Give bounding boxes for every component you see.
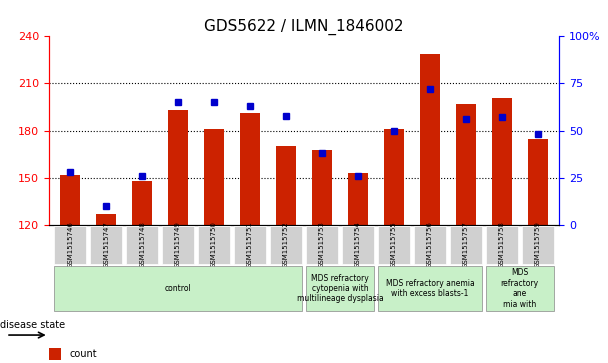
FancyBboxPatch shape bbox=[522, 226, 554, 264]
Text: GSM1515753: GSM1515753 bbox=[319, 221, 325, 269]
Title: GDS5622 / ILMN_1846002: GDS5622 / ILMN_1846002 bbox=[204, 19, 404, 35]
FancyBboxPatch shape bbox=[234, 226, 266, 264]
Text: GSM1515752: GSM1515752 bbox=[283, 222, 289, 268]
Text: GSM1515754: GSM1515754 bbox=[355, 222, 361, 268]
FancyBboxPatch shape bbox=[54, 266, 302, 311]
FancyBboxPatch shape bbox=[450, 226, 482, 264]
Bar bbox=[49, 348, 61, 360]
Bar bbox=[456, 104, 475, 363]
Text: disease state: disease state bbox=[0, 320, 65, 330]
Bar bbox=[348, 173, 368, 363]
FancyBboxPatch shape bbox=[378, 266, 482, 311]
Text: GSM1515757: GSM1515757 bbox=[463, 221, 469, 269]
FancyBboxPatch shape bbox=[126, 226, 158, 264]
Text: GSM1515749: GSM1515749 bbox=[175, 221, 181, 269]
Bar bbox=[96, 214, 116, 363]
FancyBboxPatch shape bbox=[306, 226, 338, 264]
Bar bbox=[528, 139, 548, 363]
Bar bbox=[240, 113, 260, 363]
Text: control: control bbox=[165, 284, 192, 293]
FancyBboxPatch shape bbox=[342, 226, 374, 264]
FancyBboxPatch shape bbox=[54, 226, 86, 264]
FancyBboxPatch shape bbox=[486, 266, 554, 311]
Text: MDS refractory
cytopenia with
multilineage dysplasia: MDS refractory cytopenia with multilinea… bbox=[297, 274, 383, 303]
FancyBboxPatch shape bbox=[162, 226, 195, 264]
Bar bbox=[384, 129, 404, 363]
Text: count: count bbox=[70, 349, 97, 359]
FancyBboxPatch shape bbox=[378, 226, 410, 264]
Bar bbox=[420, 54, 440, 363]
Bar bbox=[276, 146, 296, 363]
Text: GSM1515756: GSM1515756 bbox=[427, 221, 433, 269]
Text: GSM1515751: GSM1515751 bbox=[247, 221, 253, 269]
Bar bbox=[312, 150, 332, 363]
Text: GSM1515750: GSM1515750 bbox=[211, 221, 217, 269]
FancyBboxPatch shape bbox=[90, 226, 122, 264]
Bar bbox=[204, 129, 224, 363]
FancyBboxPatch shape bbox=[306, 266, 374, 311]
Bar bbox=[133, 181, 152, 363]
Text: MDS
refractory
ane
mia with: MDS refractory ane mia with bbox=[501, 269, 539, 309]
Text: GSM1515748: GSM1515748 bbox=[139, 221, 145, 269]
Text: GSM1515755: GSM1515755 bbox=[391, 222, 397, 268]
Text: GSM1515746: GSM1515746 bbox=[67, 221, 73, 269]
Text: MDS refractory anemia
with excess blasts-1: MDS refractory anemia with excess blasts… bbox=[385, 279, 474, 298]
Bar bbox=[492, 98, 512, 363]
Bar bbox=[60, 175, 80, 363]
Text: GSM1515759: GSM1515759 bbox=[535, 221, 541, 269]
FancyBboxPatch shape bbox=[486, 226, 518, 264]
FancyBboxPatch shape bbox=[413, 226, 446, 264]
Text: GSM1515747: GSM1515747 bbox=[103, 221, 109, 269]
Text: GSM1515758: GSM1515758 bbox=[499, 221, 505, 269]
FancyBboxPatch shape bbox=[270, 226, 302, 264]
FancyBboxPatch shape bbox=[198, 226, 230, 264]
Bar bbox=[168, 110, 188, 363]
